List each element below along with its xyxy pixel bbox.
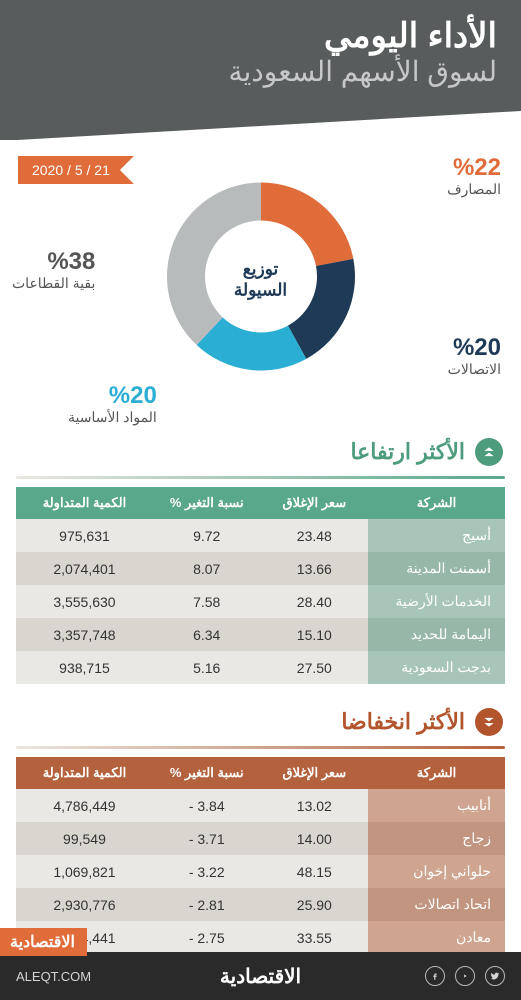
cell-close: 48.15 — [261, 855, 369, 888]
losers-table: الشركة سعر الإغلاق نسبة التغير % الكمية … — [16, 757, 505, 954]
donut-slice-label: %38بقية القطاعات — [12, 250, 95, 292]
col-change: نسبة التغير % — [153, 757, 261, 789]
facebook-icon[interactable] — [425, 966, 445, 986]
cell-company: زجاج — [368, 822, 505, 855]
donut-slice-label: %22المصارف — [447, 156, 501, 198]
gainers-title: الأكثر ارتفاعا — [350, 439, 465, 465]
slice-percent: %38 — [12, 250, 95, 274]
footer-url[interactable]: ALEQT.COM — [16, 969, 91, 984]
col-volume: الكمية المتداولة — [16, 757, 153, 789]
cell-close: 28.40 — [261, 585, 369, 618]
cell-company: بدجت السعودية — [368, 651, 505, 684]
losers-title: الأكثر انخفاضا — [341, 709, 465, 735]
col-company: الشركة — [368, 757, 505, 789]
col-close: سعر الإغلاق — [261, 487, 369, 519]
table-row: زجاج14.003.71 -99,549 — [16, 822, 505, 855]
table-row: حلواني إخوان48.153.22 -1,069,821 — [16, 855, 505, 888]
table-row: معادن33.552.75 -1,174,441 — [16, 921, 505, 954]
cell-close: 13.02 — [261, 789, 369, 822]
cell-company: حلواني إخوان — [368, 855, 505, 888]
cell-volume: 1,069,821 — [16, 855, 153, 888]
header: الأداء اليومي لسوق الأسهم السعودية — [0, 0, 521, 140]
social-icons — [425, 966, 505, 986]
cell-volume: 2,930,776 — [16, 888, 153, 921]
cell-company: الخدمات الأرضية — [368, 585, 505, 618]
donut-center-label: توزيع السيولة — [221, 258, 301, 301]
cell-company: معادن — [368, 921, 505, 954]
cell-change: 6.34 — [153, 618, 261, 651]
donut-slice-label: %20المواد الأساسية — [68, 384, 157, 426]
date-ribbon: 21 / 5 / 2020 — [18, 156, 134, 184]
slice-name: الاتصالات — [448, 360, 501, 378]
page-root: الأداء اليومي لسوق الأسهم السعودية 21 / … — [0, 0, 521, 1000]
brand-watermark: الاقتصادية — [0, 928, 87, 956]
cell-change: 9.72 — [153, 519, 261, 552]
slice-percent: %22 — [447, 156, 501, 180]
cell-change: 2.75 - — [153, 921, 261, 954]
col-volume: الكمية المتداولة — [16, 487, 153, 519]
twitter-icon[interactable] — [485, 966, 505, 986]
slice-percent: %20 — [448, 336, 501, 360]
cell-close: 13.66 — [261, 552, 369, 585]
cell-volume: 3,555,630 — [16, 585, 153, 618]
table-row: أسمنت المدينة13.668.072,074,401 — [16, 552, 505, 585]
cell-company: اتحاد اتصالات — [368, 888, 505, 921]
slice-name: المواد الأساسية — [68, 408, 157, 426]
cell-change: 3.71 - — [153, 822, 261, 855]
footer: الاقتصادية ALEQT.COM — [0, 952, 521, 1000]
cell-change: 3.22 - — [153, 855, 261, 888]
slice-percent: %20 — [68, 384, 157, 408]
cell-volume: 99,549 — [16, 822, 153, 855]
cell-close: 25.90 — [261, 888, 369, 921]
table-row: بدجت السعودية27.505.16938,715 — [16, 651, 505, 684]
losers-heading: الأكثر انخفاضا — [0, 700, 521, 746]
table-row: اتحاد اتصالات25.902.81 -2,930,776 — [16, 888, 505, 921]
col-change: نسبة التغير % — [153, 487, 261, 519]
cell-change: 8.07 — [153, 552, 261, 585]
table-row: اليمامة للحديد15.106.343,357,748 — [16, 618, 505, 651]
table-row: أسيج23.489.72975,631 — [16, 519, 505, 552]
cell-close: 15.10 — [261, 618, 369, 651]
cell-volume: 938,715 — [16, 651, 153, 684]
cell-close: 14.00 — [261, 822, 369, 855]
cell-change: 5.16 — [153, 651, 261, 684]
top-gainers-section: الأكثر ارتفاعا الشركة سعر الإغلاق نسبة ا… — [0, 430, 521, 684]
table-header-row: الشركة سعر الإغلاق نسبة التغير % الكمية … — [16, 757, 505, 789]
col-close: سعر الإغلاق — [261, 757, 369, 789]
slice-name: المصارف — [447, 180, 501, 198]
cell-volume: 975,631 — [16, 519, 153, 552]
footer-brand: الاقتصادية — [220, 964, 301, 989]
liquidity-donut: توزيع السيولة — [161, 177, 361, 382]
donut-slice-label: %20الاتصالات — [448, 336, 501, 378]
donut-slice — [261, 183, 353, 267]
slice-name: بقية القطاعات — [12, 274, 95, 292]
gainers-heading: الأكثر ارتفاعا — [0, 430, 521, 476]
cell-close: 33.55 — [261, 921, 369, 954]
cell-close: 23.48 — [261, 519, 369, 552]
cell-company: أسمنت المدينة — [368, 552, 505, 585]
col-company: الشركة — [368, 487, 505, 519]
youtube-icon[interactable] — [455, 966, 475, 986]
cell-volume: 2,074,401 — [16, 552, 153, 585]
cell-change: 2.81 - — [153, 888, 261, 921]
cell-company: اليمامة للحديد — [368, 618, 505, 651]
cell-volume: 4,786,449 — [16, 789, 153, 822]
page-title: الأداء اليومي — [24, 18, 497, 55]
cell-change: 3.84 - — [153, 789, 261, 822]
page-subtitle: لسوق الأسهم السعودية — [24, 55, 497, 89]
cell-change: 7.58 — [153, 585, 261, 618]
gainers-table: الشركة سعر الإغلاق نسبة التغير % الكمية … — [16, 487, 505, 684]
cell-company: أسيج — [368, 519, 505, 552]
cell-volume: 3,357,748 — [16, 618, 153, 651]
top-losers-section: الأكثر انخفاضا الشركة سعر الإغلاق نسبة ا… — [0, 700, 521, 954]
double-chevron-up-icon — [475, 438, 503, 466]
table-header-row: الشركة سعر الإغلاق نسبة التغير % الكمية … — [16, 487, 505, 519]
table-row: الخدمات الأرضية28.407.583,555,630 — [16, 585, 505, 618]
losers-divider — [16, 746, 505, 749]
cell-close: 27.50 — [261, 651, 369, 684]
table-row: أنابيب13.023.84 -4,786,449 — [16, 789, 505, 822]
gainers-divider — [16, 476, 505, 479]
double-chevron-down-icon — [475, 708, 503, 736]
cell-company: أنابيب — [368, 789, 505, 822]
